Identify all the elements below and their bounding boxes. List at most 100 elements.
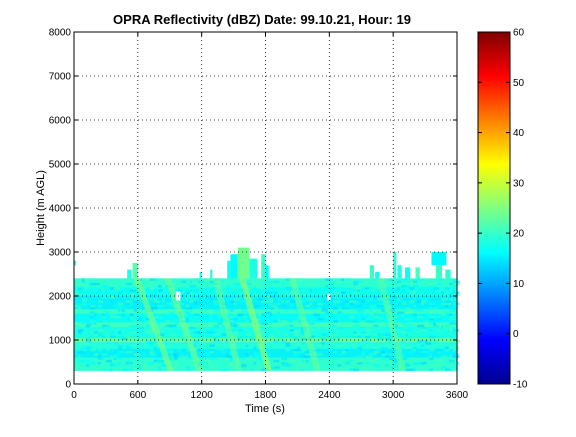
echo-cell [141, 364, 148, 367]
echo-cell [105, 315, 112, 319]
echo-cell [285, 296, 290, 299]
echo-cell [161, 315, 167, 319]
echo-top-cell [415, 267, 420, 279]
echo-cell [89, 307, 96, 310]
echo-cell [129, 298, 136, 301]
echo-cell [277, 291, 283, 295]
echo-cell [377, 333, 381, 336]
echo-cell [309, 293, 315, 297]
echo-cell [213, 335, 219, 339]
echo-cell [377, 342, 381, 345]
echo-cell [421, 298, 427, 301]
echo-cell [197, 280, 204, 284]
echo-cell [305, 298, 312, 301]
echo-cell [197, 293, 201, 297]
echo-cell [433, 340, 439, 343]
echo-cell [453, 293, 460, 297]
echo-cell [173, 324, 177, 328]
echo-cell [133, 366, 140, 369]
echo-cell [381, 355, 385, 358]
echo-cell [373, 335, 380, 339]
fallstreak [238, 278, 272, 371]
echo-cell [437, 342, 442, 345]
echo-cell [417, 340, 422, 343]
echo-cell [425, 298, 429, 301]
echo-cell [361, 287, 368, 290]
echo-cell [437, 289, 444, 292]
echo-cell [393, 296, 398, 299]
echo-cell [249, 320, 253, 323]
echo-cell [145, 324, 149, 328]
echo-cell [133, 313, 137, 317]
echo-cell [181, 300, 186, 303]
echo-cell [389, 278, 394, 281]
echo-cell [305, 311, 312, 314]
echo-cell [413, 346, 418, 350]
echo-cell [229, 320, 234, 323]
echo-cell [189, 324, 193, 328]
echo-cell [377, 368, 385, 372]
echo-cell [121, 351, 125, 354]
echo-band [74, 342, 457, 349]
echo-cell [401, 340, 406, 343]
echo-cell [269, 300, 274, 303]
echo-cell [209, 280, 215, 284]
echo-cell [301, 289, 306, 292]
y-tick-label: 7000 [49, 72, 72, 83]
echo-cell [429, 348, 434, 352]
echo-cell [441, 346, 446, 350]
echo-cell [321, 342, 325, 345]
echo-cell [133, 353, 141, 356]
echo-cell [209, 333, 215, 336]
echo-cell [181, 346, 188, 350]
echo-cell [153, 346, 157, 350]
echo-cell [421, 302, 425, 306]
echo-cell [445, 357, 449, 361]
echo-cell [169, 309, 174, 312]
echo-cell [149, 278, 155, 281]
echo-cell [74, 304, 81, 308]
echo-cell [393, 289, 399, 292]
echo-cell [357, 362, 363, 365]
echo-cell [393, 357, 400, 361]
echo-cell [145, 331, 153, 334]
echo-cell [437, 282, 441, 286]
echo-cell [413, 318, 420, 321]
echo-cell [361, 304, 368, 308]
echo-cell [245, 278, 249, 281]
echo-cell [233, 298, 241, 301]
echo-cell [405, 359, 411, 363]
echo-cell [121, 342, 126, 345]
echo-cell [185, 368, 191, 372]
echo-cell [301, 298, 308, 301]
echo-cell [405, 318, 413, 321]
echo-cell [105, 335, 112, 339]
echo-cell [345, 335, 352, 339]
echo-cell [185, 309, 193, 312]
echo-cell [141, 353, 146, 356]
echo-cell [145, 285, 152, 288]
echo-top-cell [210, 269, 213, 279]
echo-cell [305, 293, 312, 297]
echo-cell [213, 300, 219, 303]
echo-cell [285, 293, 293, 297]
echo-cell [337, 351, 342, 354]
echo-cell [181, 278, 185, 281]
echo-cell [441, 322, 448, 325]
echo-cell [133, 309, 138, 312]
echo-cell [397, 298, 404, 301]
echo-cell [77, 362, 83, 365]
echo-cell [133, 287, 139, 290]
echo-cell [193, 340, 200, 343]
echo-cell [285, 344, 291, 347]
echo-cell [345, 333, 350, 336]
echo-cell [381, 353, 389, 356]
echo-cell [309, 322, 315, 325]
echo-cell [369, 359, 376, 363]
echo-cell [421, 326, 426, 330]
echo-cell [189, 293, 194, 297]
echo-cell [101, 342, 108, 345]
echo-cell [133, 364, 137, 367]
echo-cell [209, 311, 213, 314]
echo-cell [201, 331, 205, 334]
